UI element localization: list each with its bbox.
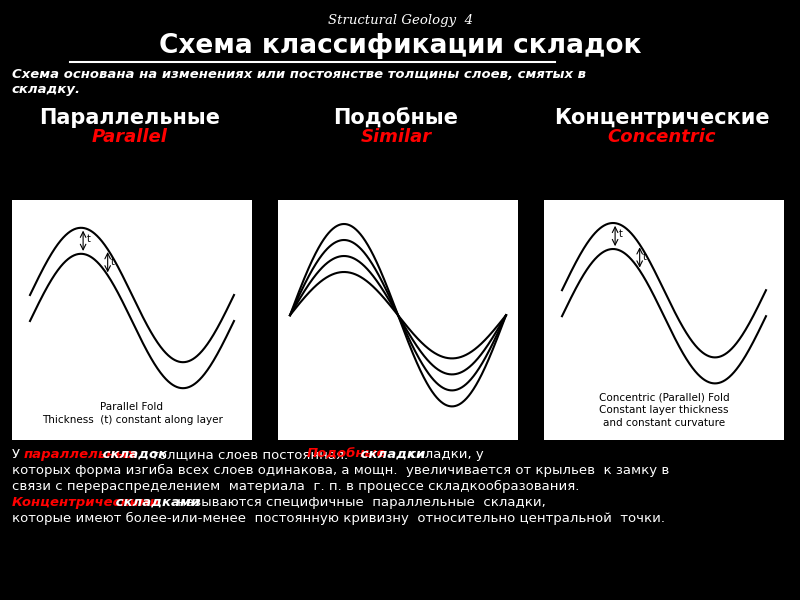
Text: связи с перераспределением  материала  г. п. в процессе складкообразования.: связи с перераспределением материала г. … xyxy=(12,480,579,493)
Text: толщина слоев постоянная.: толщина слоев постоянная. xyxy=(147,448,353,461)
Text: Подобные: Подобные xyxy=(306,448,386,461)
Text: Structural Geology  4: Structural Geology 4 xyxy=(327,14,473,27)
Text: Constant layer thickness: Constant layer thickness xyxy=(599,405,729,415)
Bar xyxy=(12,200,252,440)
Text: t: t xyxy=(619,229,623,239)
Text: У: У xyxy=(12,448,24,461)
Text: Thickness  (t) constant along layer: Thickness (t) constant along layer xyxy=(42,415,222,425)
Text: складками: складками xyxy=(111,496,200,509)
Text: складок: складок xyxy=(98,448,167,461)
Text: Подобные: Подобные xyxy=(334,108,458,128)
Text: Схема основана на изменениях или постоянстве толщины слоев, смятых в
складку.: Схема основана на изменениях или постоян… xyxy=(12,68,586,96)
Text: Концентрические: Концентрические xyxy=(554,108,770,128)
Text: параллельных: параллельных xyxy=(24,448,137,461)
Text: Концентрическими: Концентрическими xyxy=(12,496,160,509)
Text: and constant curvature: and constant curvature xyxy=(603,418,725,428)
Text: Concentric (Parallel) Fold: Concentric (Parallel) Fold xyxy=(598,392,730,402)
Text: Concentric: Concentric xyxy=(608,128,716,146)
Bar xyxy=(278,200,518,440)
Text: Similar: Similar xyxy=(361,128,431,146)
Text: Parallel: Parallel xyxy=(92,128,168,146)
Text: которые имеют более-или-менее  постоянную кривизну  относительно центральной  то: которые имеют более-или-менее постоянную… xyxy=(12,512,665,525)
Text: Параллельные: Параллельные xyxy=(39,108,221,128)
Text: Parallel Fold: Parallel Fold xyxy=(101,402,163,412)
Text: которых форма изгиба всех слоев одинакова, а мощн.  увеличивается от крыльев  к : которых форма изгиба всех слоев одинаков… xyxy=(12,464,670,477)
Text: t: t xyxy=(87,234,91,244)
Text: называются специфичные  параллельные  складки,: называются специфичные параллельные скла… xyxy=(173,496,546,509)
Text: t: t xyxy=(642,253,646,262)
Text: складки: складки xyxy=(356,448,426,461)
Text: Схема классификации складок: Схема классификации складок xyxy=(158,33,642,59)
Text: складки, у: складки, у xyxy=(406,448,484,461)
Bar xyxy=(544,200,784,440)
Text: t: t xyxy=(110,257,114,267)
